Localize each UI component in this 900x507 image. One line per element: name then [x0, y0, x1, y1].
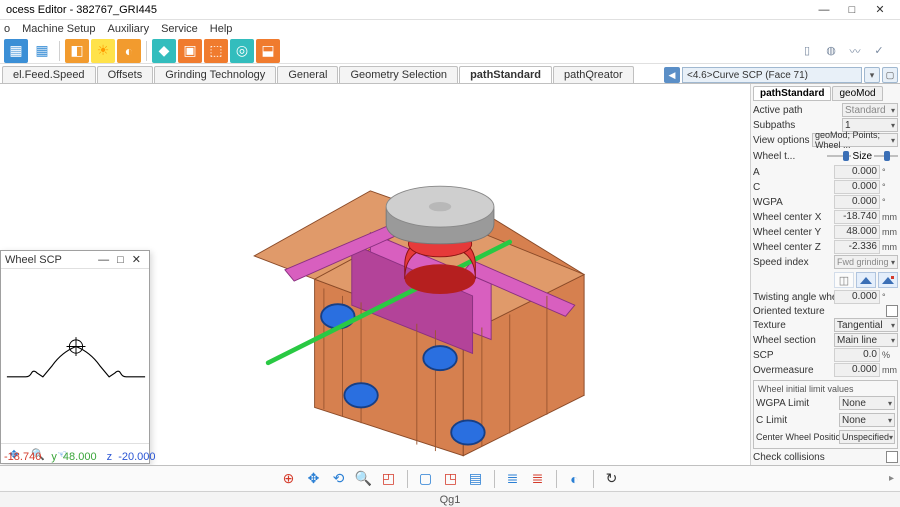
tabstrip: el.Feed.SpeedOffsetsGrinding TechnologyG…: [0, 64, 900, 84]
coord-y: y 48.000: [51, 451, 96, 463]
subtab-pathStandard[interactable]: pathStandard: [753, 86, 831, 101]
window-close[interactable]: ✕: [866, 1, 894, 19]
wcy-value[interactable]: 48.000: [834, 225, 880, 239]
orange-5[interactable]: ⬓: [256, 39, 280, 63]
grid-outline[interactable]: ▦: [30, 39, 54, 63]
tab-grinding-technology[interactable]: Grinding Technology: [154, 66, 276, 83]
a-value[interactable]: 0.000: [834, 165, 880, 179]
window-titlebar: ocess Editor - 382767_GRI445 — □ ✕: [0, 0, 900, 20]
wheel-t-label: Wheel t...: [753, 151, 827, 162]
window-maximize[interactable]: □: [838, 1, 866, 19]
curve-selector[interactable]: ◀ <4.6>Curve SCP (Face 71) ▾ ▢: [664, 67, 898, 83]
c-value[interactable]: 0.000: [834, 180, 880, 194]
wgpa-limit[interactable]: None: [839, 396, 895, 410]
wheel-scp-maximize[interactable]: □: [113, 254, 128, 266]
sun[interactable]: ☀: [91, 39, 115, 63]
profile-curve: [5, 273, 147, 439]
cwp[interactable]: Unspecified: [839, 430, 895, 444]
menu-o[interactable]: o: [4, 23, 10, 35]
wheel-scp-window[interactable]: Wheel SCP — □ ✕ ✥🔍☜: [0, 250, 150, 464]
wheel-section-select[interactable]: Main line: [834, 333, 898, 347]
c-limit[interactable]: None: [839, 413, 895, 427]
texture-select[interactable]: Tangential: [834, 318, 898, 332]
curve-next[interactable]: ▾: [864, 67, 880, 83]
main-toolbar: ▦▦ ◧☀◐ ◆▣⬚◎⬓ ▯◍〰✓: [0, 38, 900, 64]
layers-red[interactable]: ≣: [527, 468, 549, 490]
subpaths-label: Subpaths: [753, 120, 842, 131]
check-collisions[interactable]: [886, 451, 898, 463]
coord-z: z -20.000: [107, 451, 156, 463]
zoom-region[interactable]: ◰: [378, 468, 400, 490]
teal-2[interactable]: ◎: [230, 39, 254, 63]
target[interactable]: ⊕: [278, 468, 300, 490]
orange-3[interactable]: ▣: [178, 39, 202, 63]
check-icon[interactable]: ✓: [868, 40, 890, 62]
menu-help[interactable]: Help: [210, 23, 233, 35]
coordinate-readout: -18.740 y 48.000 z -20.000: [4, 451, 156, 463]
orange-4[interactable]: ⬚: [204, 39, 228, 63]
bottom-toolbar: ▸ ⊕✥⟲🔍◰▢◳▤≣≣◐↻: [0, 465, 900, 491]
wheel-scp-close[interactable]: ✕: [128, 253, 145, 266]
overmeasure-value[interactable]: 0.000: [834, 363, 880, 377]
doc-icon[interactable]: ▯: [796, 40, 818, 62]
grid-lines[interactable]: ▤: [465, 468, 487, 490]
menu-auxiliary[interactable]: Auxiliary: [108, 23, 150, 35]
twist-value[interactable]: 0.000: [834, 290, 880, 304]
grid-blue[interactable]: ▦: [4, 39, 28, 63]
wheel-scp-canvas[interactable]: [1, 269, 149, 443]
tab-general[interactable]: General: [277, 66, 338, 83]
curve-browse[interactable]: ▢: [882, 67, 898, 83]
wheel-icon-2[interactable]: [856, 272, 876, 288]
shade[interactable]: ◐: [564, 468, 586, 490]
menu-bar: o Machine Setup Auxiliary Service Help: [0, 20, 900, 38]
tab-offsets[interactable]: Offsets: [97, 66, 154, 83]
viewopt-label: View options: [753, 135, 812, 146]
viewopt-value[interactable]: geoMod; Points; Wheel ...: [812, 133, 898, 147]
tab-pathqreator[interactable]: pathQreator: [553, 66, 634, 83]
move[interactable]: ✥: [303, 468, 325, 490]
properties-panel: pathStandardgeoMod Active pathStandard S…: [750, 84, 900, 465]
wcx-value[interactable]: -18.740: [834, 210, 880, 224]
tab-pathstandard[interactable]: pathStandard: [459, 66, 552, 83]
frame[interactable]: ▢: [415, 468, 437, 490]
speed-index[interactable]: Fwd grinding: [834, 255, 898, 269]
wgpa-value[interactable]: 0.000: [834, 195, 880, 209]
window-title: ocess Editor - 382767_GRI445: [6, 4, 157, 16]
wheel-icon-1[interactable]: ◫: [834, 272, 854, 288]
wheel-icon-3[interactable]: [878, 272, 898, 288]
cyl-icon[interactable]: ◍: [820, 40, 842, 62]
menu-service[interactable]: Service: [161, 23, 198, 35]
status-bar: Qg1: [0, 491, 900, 507]
active-path-value[interactable]: Standard: [842, 103, 898, 117]
subtab-geoMod[interactable]: geoMod: [832, 86, 882, 101]
tab-el-feed-speed[interactable]: el.Feed.Speed: [2, 66, 96, 83]
window-minimize[interactable]: —: [810, 1, 838, 19]
coord-x: -18.740: [4, 451, 41, 463]
orange-1[interactable]: ◧: [65, 39, 89, 63]
viewport-3d[interactable]: Wheel SCP — □ ✕ ✥🔍☜ -18.740 y 48.000 z -…: [0, 84, 750, 465]
rot-axis[interactable]: ↻: [601, 468, 623, 490]
wheel-scp-minimize[interactable]: —: [94, 254, 113, 266]
rotate-free[interactable]: ⟲: [328, 468, 350, 490]
cube[interactable]: ◳: [440, 468, 462, 490]
menu-machine-setup[interactable]: Machine Setup: [22, 23, 95, 35]
curve-selector-text[interactable]: <4.6>Curve SCP (Face 71): [682, 67, 862, 83]
status-text: Qg1: [440, 494, 461, 506]
scp-value[interactable]: 0.0: [834, 348, 880, 362]
orange-2[interactable]: ◐: [117, 39, 141, 63]
active-path-label: Active path: [753, 105, 842, 116]
wheel-scp-title: Wheel SCP: [5, 254, 62, 266]
wcz-value[interactable]: -2.336: [834, 240, 880, 254]
curve-prev[interactable]: ◀: [664, 67, 680, 83]
layers[interactable]: ≣: [502, 468, 524, 490]
teal-1[interactable]: ◆: [152, 39, 176, 63]
wave-icon[interactable]: 〰: [844, 40, 866, 62]
oriented-checkbox[interactable]: [886, 305, 898, 317]
zoom2[interactable]: 🔍: [353, 468, 375, 490]
tab-geometry-selection[interactable]: Geometry Selection: [339, 66, 458, 83]
